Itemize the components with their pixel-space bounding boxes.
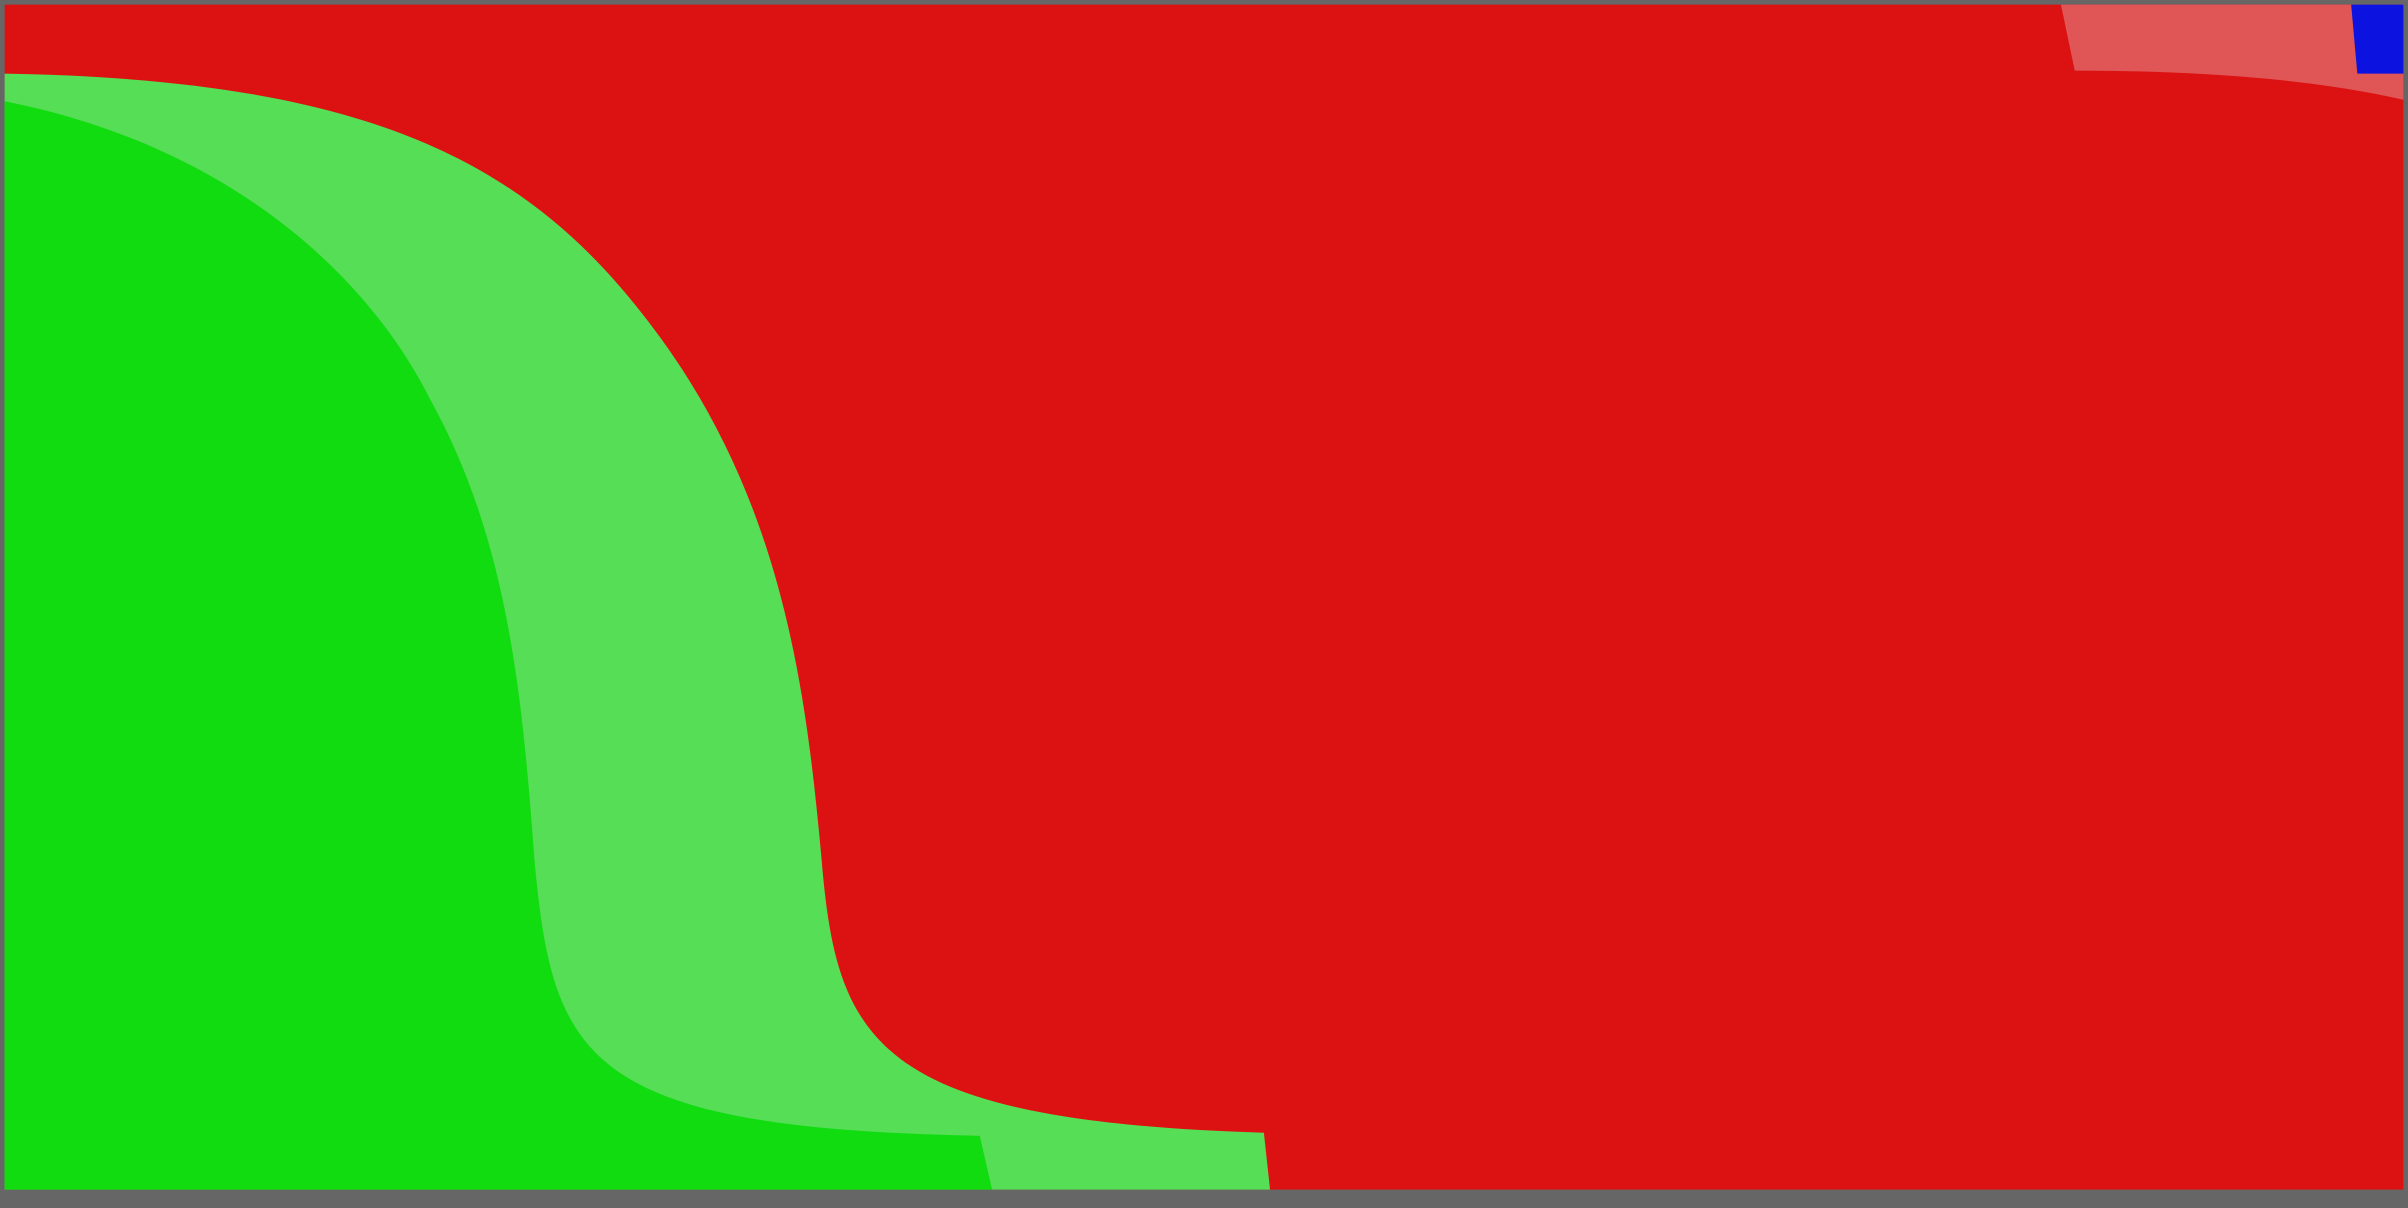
light-red-shape (2060, 4, 2404, 100)
green-shape (4, 101, 993, 1190)
blue-shape (2351, 4, 2404, 74)
